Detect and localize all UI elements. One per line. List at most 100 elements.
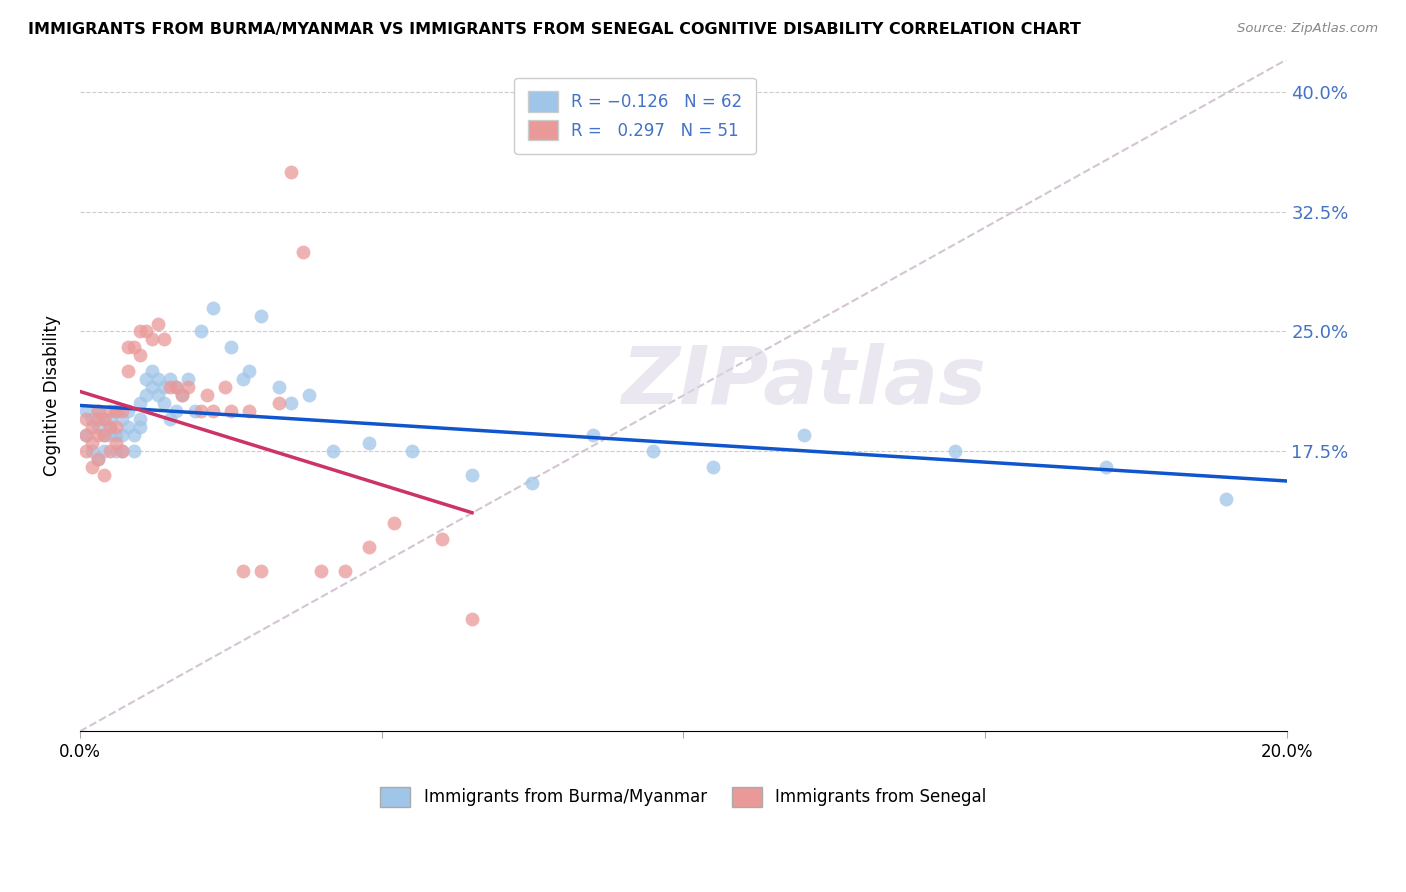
Point [105,436,128,450]
Point [201,404,224,418]
Point [461,468,484,483]
Point [359,541,381,555]
Point [141,364,163,378]
Point [153,396,176,410]
Point [401,444,423,458]
Point [359,436,381,450]
Point [105,428,128,442]
Point [165,380,187,394]
Point [129,396,152,410]
Point [298,388,321,402]
Legend: Immigrants from Burma/Myanmar, Immigrants from Senegal: Immigrants from Burma/Myanmar, Immigrant… [374,780,993,814]
Point [148,317,170,331]
Point [159,380,181,394]
Point [75,428,97,442]
Point [105,404,128,418]
Point [111,428,134,442]
Point [122,341,145,355]
Point [87,404,110,418]
Point [135,325,157,339]
Point [190,404,212,418]
Point [292,244,315,259]
Point [214,380,236,394]
Point [111,404,134,418]
Point [461,612,484,626]
Point [219,404,242,418]
Point [80,436,103,450]
Point [141,333,163,347]
Point [382,516,405,531]
Point [165,380,187,394]
Point [172,388,194,402]
Point [129,412,152,426]
Point [153,380,176,394]
Point [159,412,181,426]
Point [177,372,200,386]
Point [87,420,110,434]
Point [522,476,544,491]
Text: IMMIGRANTS FROM BURMA/MYANMAR VS IMMIGRANTS FROM SENEGAL COGNITIVE DISABILITY CO: IMMIGRANTS FROM BURMA/MYANMAR VS IMMIGRA… [28,22,1081,37]
Point [98,412,121,426]
Point [280,396,302,410]
Point [267,380,290,394]
Point [80,412,103,426]
Point [943,444,966,458]
Point [641,444,664,458]
Point [80,444,103,458]
Point [75,428,97,442]
Point [93,468,115,483]
Point [232,372,254,386]
Point [122,444,145,458]
Point [250,309,273,323]
Point [80,460,103,475]
Point [582,428,605,442]
Point [793,428,815,442]
Point [87,452,110,467]
Point [141,380,163,394]
Point [98,444,121,458]
Text: Source: ZipAtlas.com: Source: ZipAtlas.com [1237,22,1378,36]
Point [267,396,290,410]
Point [238,364,260,378]
Point [98,428,121,442]
Point [232,565,254,579]
Point [80,420,103,434]
Point [105,404,128,418]
Point [201,301,224,315]
Point [159,372,181,386]
Point [87,452,110,467]
Point [117,404,139,418]
Point [98,420,121,434]
Point [117,420,139,434]
Point [93,428,115,442]
Point [129,420,152,434]
Point [335,565,357,579]
Point [183,404,205,418]
Point [250,565,273,579]
Point [122,428,145,442]
Point [93,412,115,426]
Point [280,164,302,178]
Point [93,412,115,426]
Point [98,420,121,434]
Point [177,380,200,394]
Point [702,460,724,475]
Point [309,565,332,579]
Point [87,404,110,418]
Point [111,444,134,458]
Point [430,533,453,547]
Point [93,428,115,442]
Point [1215,492,1237,507]
Point [153,333,176,347]
Point [87,428,110,442]
Point [322,444,344,458]
Point [165,404,187,418]
Point [111,444,134,458]
Point [195,388,218,402]
Point [75,404,97,418]
Point [135,372,157,386]
Point [105,444,128,458]
Point [190,325,212,339]
Point [135,388,157,402]
Point [75,412,97,426]
